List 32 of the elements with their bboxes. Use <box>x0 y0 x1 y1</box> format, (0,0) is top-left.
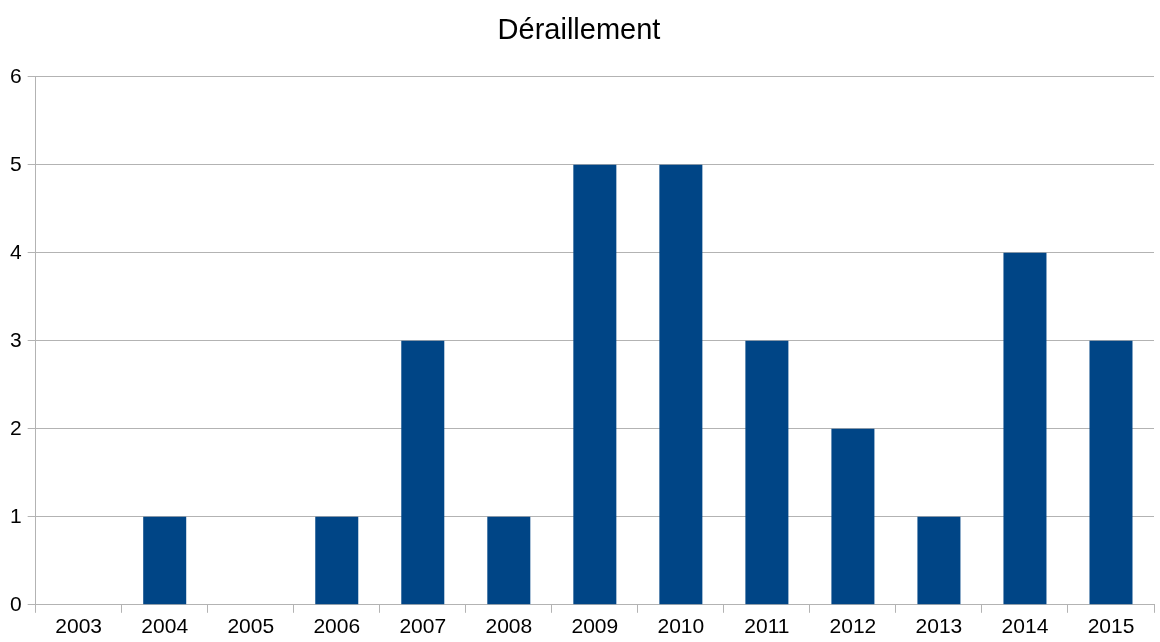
y-tick-label: 4 <box>9 239 22 263</box>
bar <box>143 516 187 605</box>
bar <box>659 164 703 605</box>
x-tick-label: 2013 <box>915 614 963 638</box>
x-tick-label: 2006 <box>313 614 361 638</box>
x-tick-label: 2004 <box>141 614 189 638</box>
bar <box>573 164 617 605</box>
x-tick-label: 2015 <box>1087 614 1135 638</box>
chart-title: Déraillement <box>497 13 661 46</box>
y-tick-label: 3 <box>9 327 22 351</box>
bar <box>1003 252 1047 605</box>
y-tick-label: 1 <box>9 503 22 527</box>
bar <box>831 428 875 605</box>
y-tick-label: 6 <box>9 63 22 87</box>
x-tick-label: 2011 <box>744 614 790 638</box>
x-tick-label: 2003 <box>55 614 103 638</box>
bar <box>1089 340 1133 605</box>
x-tick-label: 2010 <box>657 614 705 638</box>
x-tick-label: 2008 <box>485 614 533 638</box>
bar <box>401 340 445 605</box>
y-tick-label: 2 <box>9 415 22 439</box>
bar <box>917 516 961 605</box>
y-tick-label: 5 <box>9 151 22 175</box>
x-tick-label: 2005 <box>227 614 275 638</box>
y-tick-label: 0 <box>9 591 22 615</box>
x-tick-label: 2014 <box>1001 614 1049 638</box>
bar <box>315 516 359 605</box>
bar <box>745 340 789 605</box>
x-tick-label: 2007 <box>399 614 447 638</box>
bar <box>487 516 531 605</box>
x-tick-label: 2009 <box>571 614 619 638</box>
x-tick-label: 2012 <box>829 614 877 638</box>
